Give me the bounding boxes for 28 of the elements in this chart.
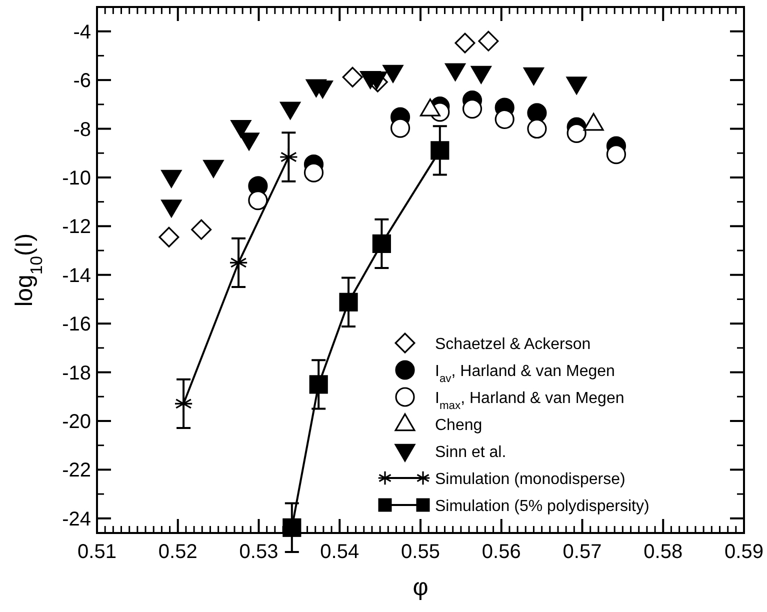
x-tick-label: 0.52 bbox=[158, 541, 198, 563]
legend-label: Simulation (monodisperse) bbox=[435, 471, 626, 488]
x-tick-label: 0.57 bbox=[562, 541, 602, 563]
x-tick-label: 0.51 bbox=[78, 541, 116, 563]
y-tick-label: -10 bbox=[62, 167, 91, 190]
y-tick-label: -18 bbox=[62, 362, 91, 384]
y-tick-label: -6 bbox=[73, 70, 91, 92]
x-tick-label: 0.55 bbox=[401, 541, 440, 563]
y-tick-label: -16 bbox=[62, 314, 91, 336]
y-tick-label: -14 bbox=[62, 264, 91, 287]
x-tick-label: 0.54 bbox=[320, 541, 360, 563]
x-tick-label: 0.59 bbox=[724, 541, 764, 563]
x-tick-label: 0.53 bbox=[239, 541, 278, 563]
legend-label: I$_{av}$, Harland & van Megen bbox=[435, 363, 615, 385]
x-tick-label: 0.56 bbox=[482, 541, 521, 563]
y-tick-label: -12 bbox=[62, 216, 91, 238]
y-tick-label: -22 bbox=[62, 460, 91, 482]
y-tick-label: -8 bbox=[73, 118, 91, 141]
legend-label: Cheng bbox=[435, 417, 482, 434]
x-axis-title: φ bbox=[412, 574, 428, 601]
legend-label: Sinn et al. bbox=[435, 444, 506, 461]
legend-label: Schaetzel & Ackerson bbox=[435, 336, 591, 353]
y-tick-label: -24 bbox=[62, 508, 91, 530]
legend-label: I$_{max}$, Harland & van Megen bbox=[435, 390, 624, 412]
y-tick-label: -4 bbox=[73, 21, 91, 44]
legend-label: Simulation (5% polydispersity) bbox=[435, 498, 650, 515]
x-tick-label: 0.58 bbox=[644, 541, 683, 563]
y-tick-label: -20 bbox=[62, 410, 91, 433]
